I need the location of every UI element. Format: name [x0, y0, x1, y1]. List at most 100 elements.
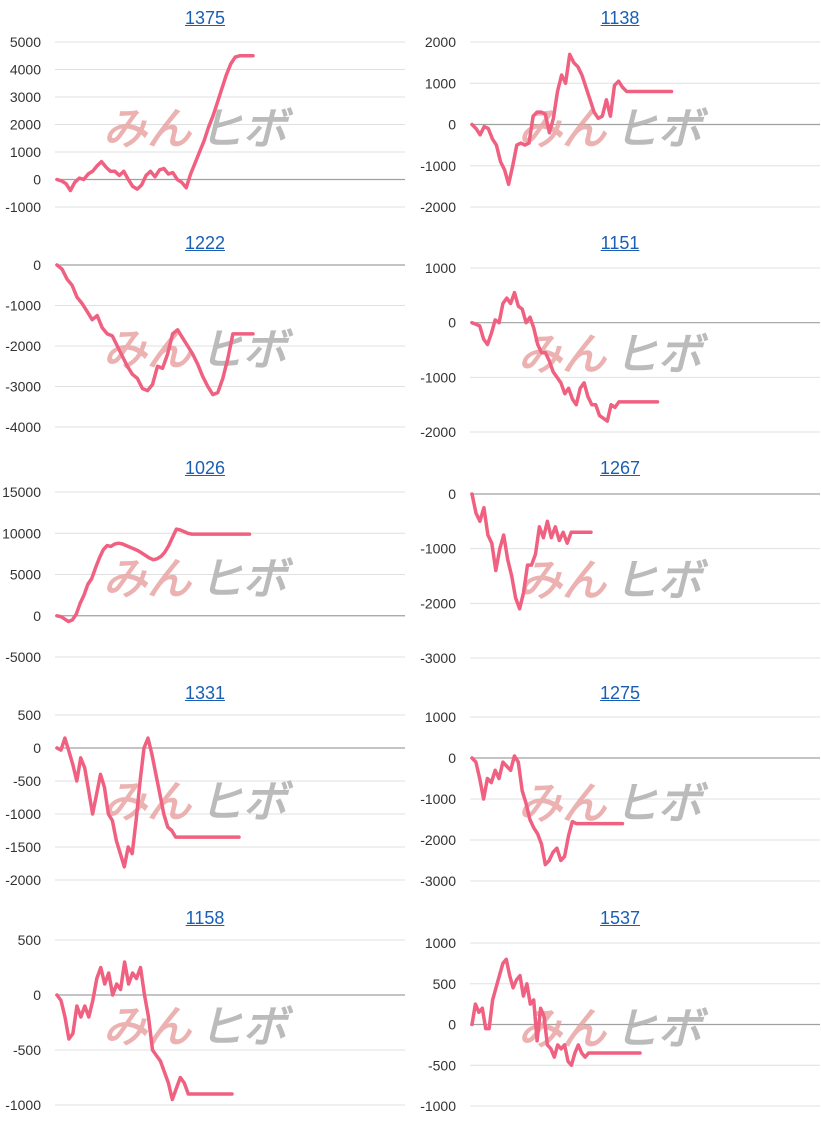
chart-svg: 1000 0 -1000 -2000 -3000 みん ヒボ [420, 709, 820, 889]
series-line [470, 754, 625, 867]
y-tick-label: 500 [433, 976, 457, 992]
series-line [470, 957, 642, 1068]
chart-title-link[interactable]: 1026 [184, 458, 226, 478]
y-tick-label: 0 [448, 1017, 456, 1033]
series-line [55, 263, 255, 397]
y-tick-label: -3000 [420, 873, 456, 889]
series-line [470, 492, 593, 611]
watermark-logo: みん ヒボ [518, 778, 709, 829]
series-line [55, 960, 234, 1102]
watermark-left-text: みん [518, 329, 608, 380]
y-tick-label: -1000 [420, 369, 456, 385]
y-tick-label: 500 [18, 707, 42, 723]
chart-svg: 2000 1000 0 -1000 -2000 みん ヒボ [420, 34, 820, 215]
chart-title-link[interactable]: 1222 [184, 233, 226, 253]
chart-title-link[interactable]: 1138 [600, 8, 640, 28]
y-tick-label: 15000 [2, 484, 41, 500]
chart-title-link[interactable]: 1331 [184, 683, 226, 703]
y-tick-label: 1000 [425, 709, 456, 725]
watermark-right-text: ヒボ [614, 555, 709, 606]
chart-panel-0: 5000 4000 3000 2000 1000 0 -1000 みん ヒボ 1375 [0, 0, 410, 224]
watermark-logo: みん ヒボ [103, 1002, 294, 1053]
chart-svg: 1000 0 -1000 -2000 みん ヒボ [420, 260, 820, 440]
chart-svg: 5000 4000 3000 2000 1000 0 -1000 みん ヒボ [5, 34, 405, 215]
chart-panel-4: 15000 10000 5000 0 -5000 みん ヒボ 1026 [0, 450, 410, 674]
y-tick-label: -1000 [420, 541, 456, 557]
chart-title-link[interactable]: 1267 [599, 458, 641, 478]
watermark-right-text: ヒボ [199, 1002, 294, 1053]
y-tick-label: -1000 [420, 1098, 456, 1114]
y-tick-label: -1000 [5, 298, 41, 314]
chart-panel-6: 500 0 -500 -1000 -1500 -2000 みん ヒボ 1331 [0, 675, 410, 899]
watermark-logo: みん ヒボ [518, 1004, 709, 1055]
y-tick-label: -2000 [420, 832, 456, 848]
y-tick-label: -1000 [420, 158, 456, 174]
watermark-right-text: ヒボ [614, 104, 709, 155]
y-tick-label: 5000 [10, 567, 41, 583]
chart-panel-9: 1000 500 0 -500 -1000 みん ヒボ 1537 [415, 900, 821, 1124]
watermark-logo: みん ヒボ [518, 555, 709, 606]
watermark-right-text: ヒボ [614, 778, 709, 829]
y-tick-label: -1000 [5, 1097, 41, 1113]
chart-title-link[interactable]: 1151 [600, 233, 640, 253]
chart-title-link[interactable]: 1537 [599, 908, 641, 928]
y-tick-label: 0 [448, 117, 456, 133]
y-tick-label: -4000 [5, 419, 41, 435]
watermark-right-text: ヒボ [614, 329, 709, 380]
watermark-logo: みん ヒボ [103, 554, 294, 605]
y-tick-label: -3000 [5, 379, 41, 395]
watermark-left-text: みん [103, 554, 193, 605]
y-tick-label: -2000 [5, 338, 41, 354]
y-tick-label: -5000 [5, 649, 41, 665]
watermark-logo: みん ヒボ [518, 104, 709, 155]
chart-svg: 15000 10000 5000 0 -5000 みん ヒボ [2, 484, 405, 665]
chart-svg: 500 0 -500 -1000 みん ヒボ [5, 932, 405, 1113]
chart-panel-5: 0 -1000 -2000 -3000 みん ヒボ 1267 [415, 450, 821, 674]
y-tick-label: 3000 [10, 89, 41, 105]
y-tick-label: -500 [428, 1057, 456, 1073]
series-line [55, 54, 255, 193]
y-tick-label: 1000 [425, 260, 456, 276]
y-tick-label: -1000 [420, 791, 456, 807]
chart-panel-2: 0 -1000 -2000 -3000 -4000 みん ヒボ 1222 [0, 225, 410, 449]
watermark-logo: みん ヒボ [103, 104, 294, 155]
series-line [55, 736, 241, 869]
y-tick-label: -2000 [420, 199, 456, 215]
series-line [470, 290, 660, 423]
y-tick-label: -2000 [5, 872, 41, 888]
y-tick-label: -2000 [420, 595, 456, 611]
series-line [55, 527, 252, 624]
chart-svg: 1000 500 0 -500 -1000 みん ヒボ [420, 935, 820, 1114]
y-tick-label: 500 [18, 932, 42, 948]
y-tick-label: -2000 [420, 424, 456, 440]
chart-panel-1: 2000 1000 0 -1000 -2000 みん ヒボ 1138 [415, 0, 821, 224]
y-tick-label: -500 [13, 773, 41, 789]
chart-title-link[interactable]: 1158 [185, 908, 225, 928]
y-tick-label: 0 [448, 486, 456, 502]
watermark-logo: みん ヒボ [518, 329, 709, 380]
y-tick-label: -1000 [5, 199, 41, 215]
watermark-logo: みん ヒボ [103, 777, 294, 828]
watermark-left-text: みん [518, 778, 608, 829]
y-tick-label: -1000 [5, 806, 41, 822]
y-tick-label: 0 [33, 608, 41, 624]
y-tick-label: 0 [33, 257, 41, 273]
y-tick-label: 1000 [425, 935, 456, 951]
y-tick-label: 0 [33, 172, 41, 188]
y-tick-label: -3000 [420, 650, 456, 666]
watermark-right-text: ヒボ [614, 1004, 709, 1055]
y-tick-label: 5000 [10, 34, 41, 50]
watermark-right-text: ヒボ [199, 554, 294, 605]
y-tick-label: 0 [448, 750, 456, 766]
series-line [470, 52, 674, 187]
chart-title-link[interactable]: 1275 [599, 683, 641, 703]
y-tick-label: 2000 [425, 34, 456, 50]
chart-svg: 500 0 -500 -1000 -1500 -2000 みん ヒボ [5, 707, 405, 888]
chart-title-link[interactable]: 1375 [184, 8, 226, 28]
y-tick-label: 0 [33, 987, 41, 1003]
y-tick-label: 0 [448, 315, 456, 331]
watermark-left-text: みん [103, 104, 193, 155]
watermark-right-text: ヒボ [199, 777, 294, 828]
